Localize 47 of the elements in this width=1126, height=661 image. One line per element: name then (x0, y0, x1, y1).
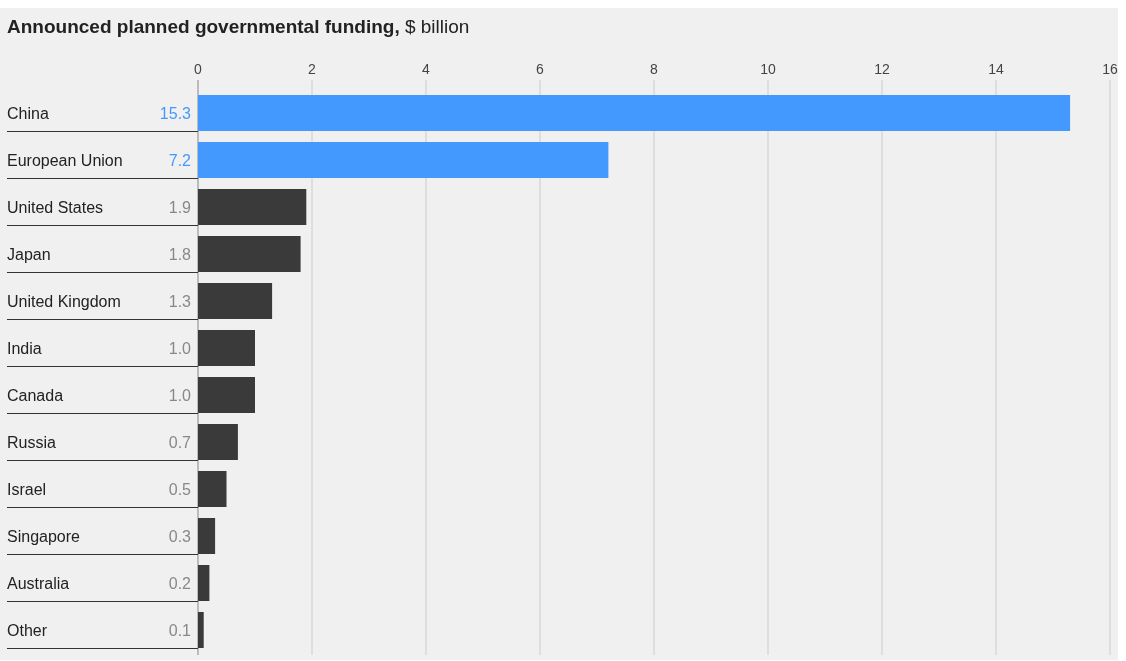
bar (198, 95, 1071, 131)
y-tick-label: India (7, 340, 42, 357)
x-tick-label: 12 (874, 61, 890, 77)
bar (198, 471, 227, 507)
data-label: 7.2 (168, 152, 192, 169)
y-tick-label: Other (7, 622, 48, 639)
bar (198, 377, 255, 413)
x-tick-label: 0 (194, 61, 203, 77)
bar (198, 236, 301, 272)
y-tick-label: European Union (7, 152, 123, 169)
bar (198, 518, 216, 554)
y-tick-label: Singapore (7, 528, 81, 545)
bar (198, 330, 255, 366)
y-tick-label: Australia (7, 575, 70, 592)
data-label: 0.2 (168, 575, 192, 592)
x-tick-label: 8 (650, 61, 659, 77)
data-label: 1.0 (168, 340, 192, 357)
data-label: 1.0 (168, 387, 192, 404)
data-label: 0.1 (168, 622, 192, 639)
y-tick-label: China (7, 105, 49, 122)
data-label: 0.3 (168, 528, 192, 545)
x-tick-label: 2 (308, 61, 317, 77)
y-tick-label: Japan (7, 246, 51, 263)
bar (198, 142, 609, 178)
data-label: 1.8 (168, 246, 192, 263)
bar (198, 424, 238, 460)
chart-title: Announced planned governmental funding, (7, 16, 400, 37)
y-tick-label: Russia (7, 434, 57, 451)
data-label: 1.3 (168, 293, 192, 310)
x-tick-label: 16 (1102, 61, 1118, 77)
data-label: 1.9 (168, 199, 192, 216)
bar (198, 189, 307, 225)
data-label: 0.5 (168, 481, 192, 498)
y-tick-label: United Kingdom (7, 293, 121, 310)
y-tick-label: Canada (7, 387, 64, 404)
data-label: 0.7 (168, 434, 192, 451)
bar (198, 612, 204, 648)
x-tick-label: 6 (536, 61, 545, 77)
x-tick-label: 4 (422, 61, 431, 77)
y-tick-label: United States (7, 199, 104, 216)
data-label: 15.3 (159, 105, 192, 122)
bar (198, 565, 210, 601)
y-tick-label: Israel (7, 481, 47, 498)
chart-subtitle: $ billion (399, 16, 470, 37)
x-tick-label: 14 (988, 61, 1004, 77)
bar (198, 283, 273, 319)
x-tick-label: 10 (760, 61, 776, 77)
